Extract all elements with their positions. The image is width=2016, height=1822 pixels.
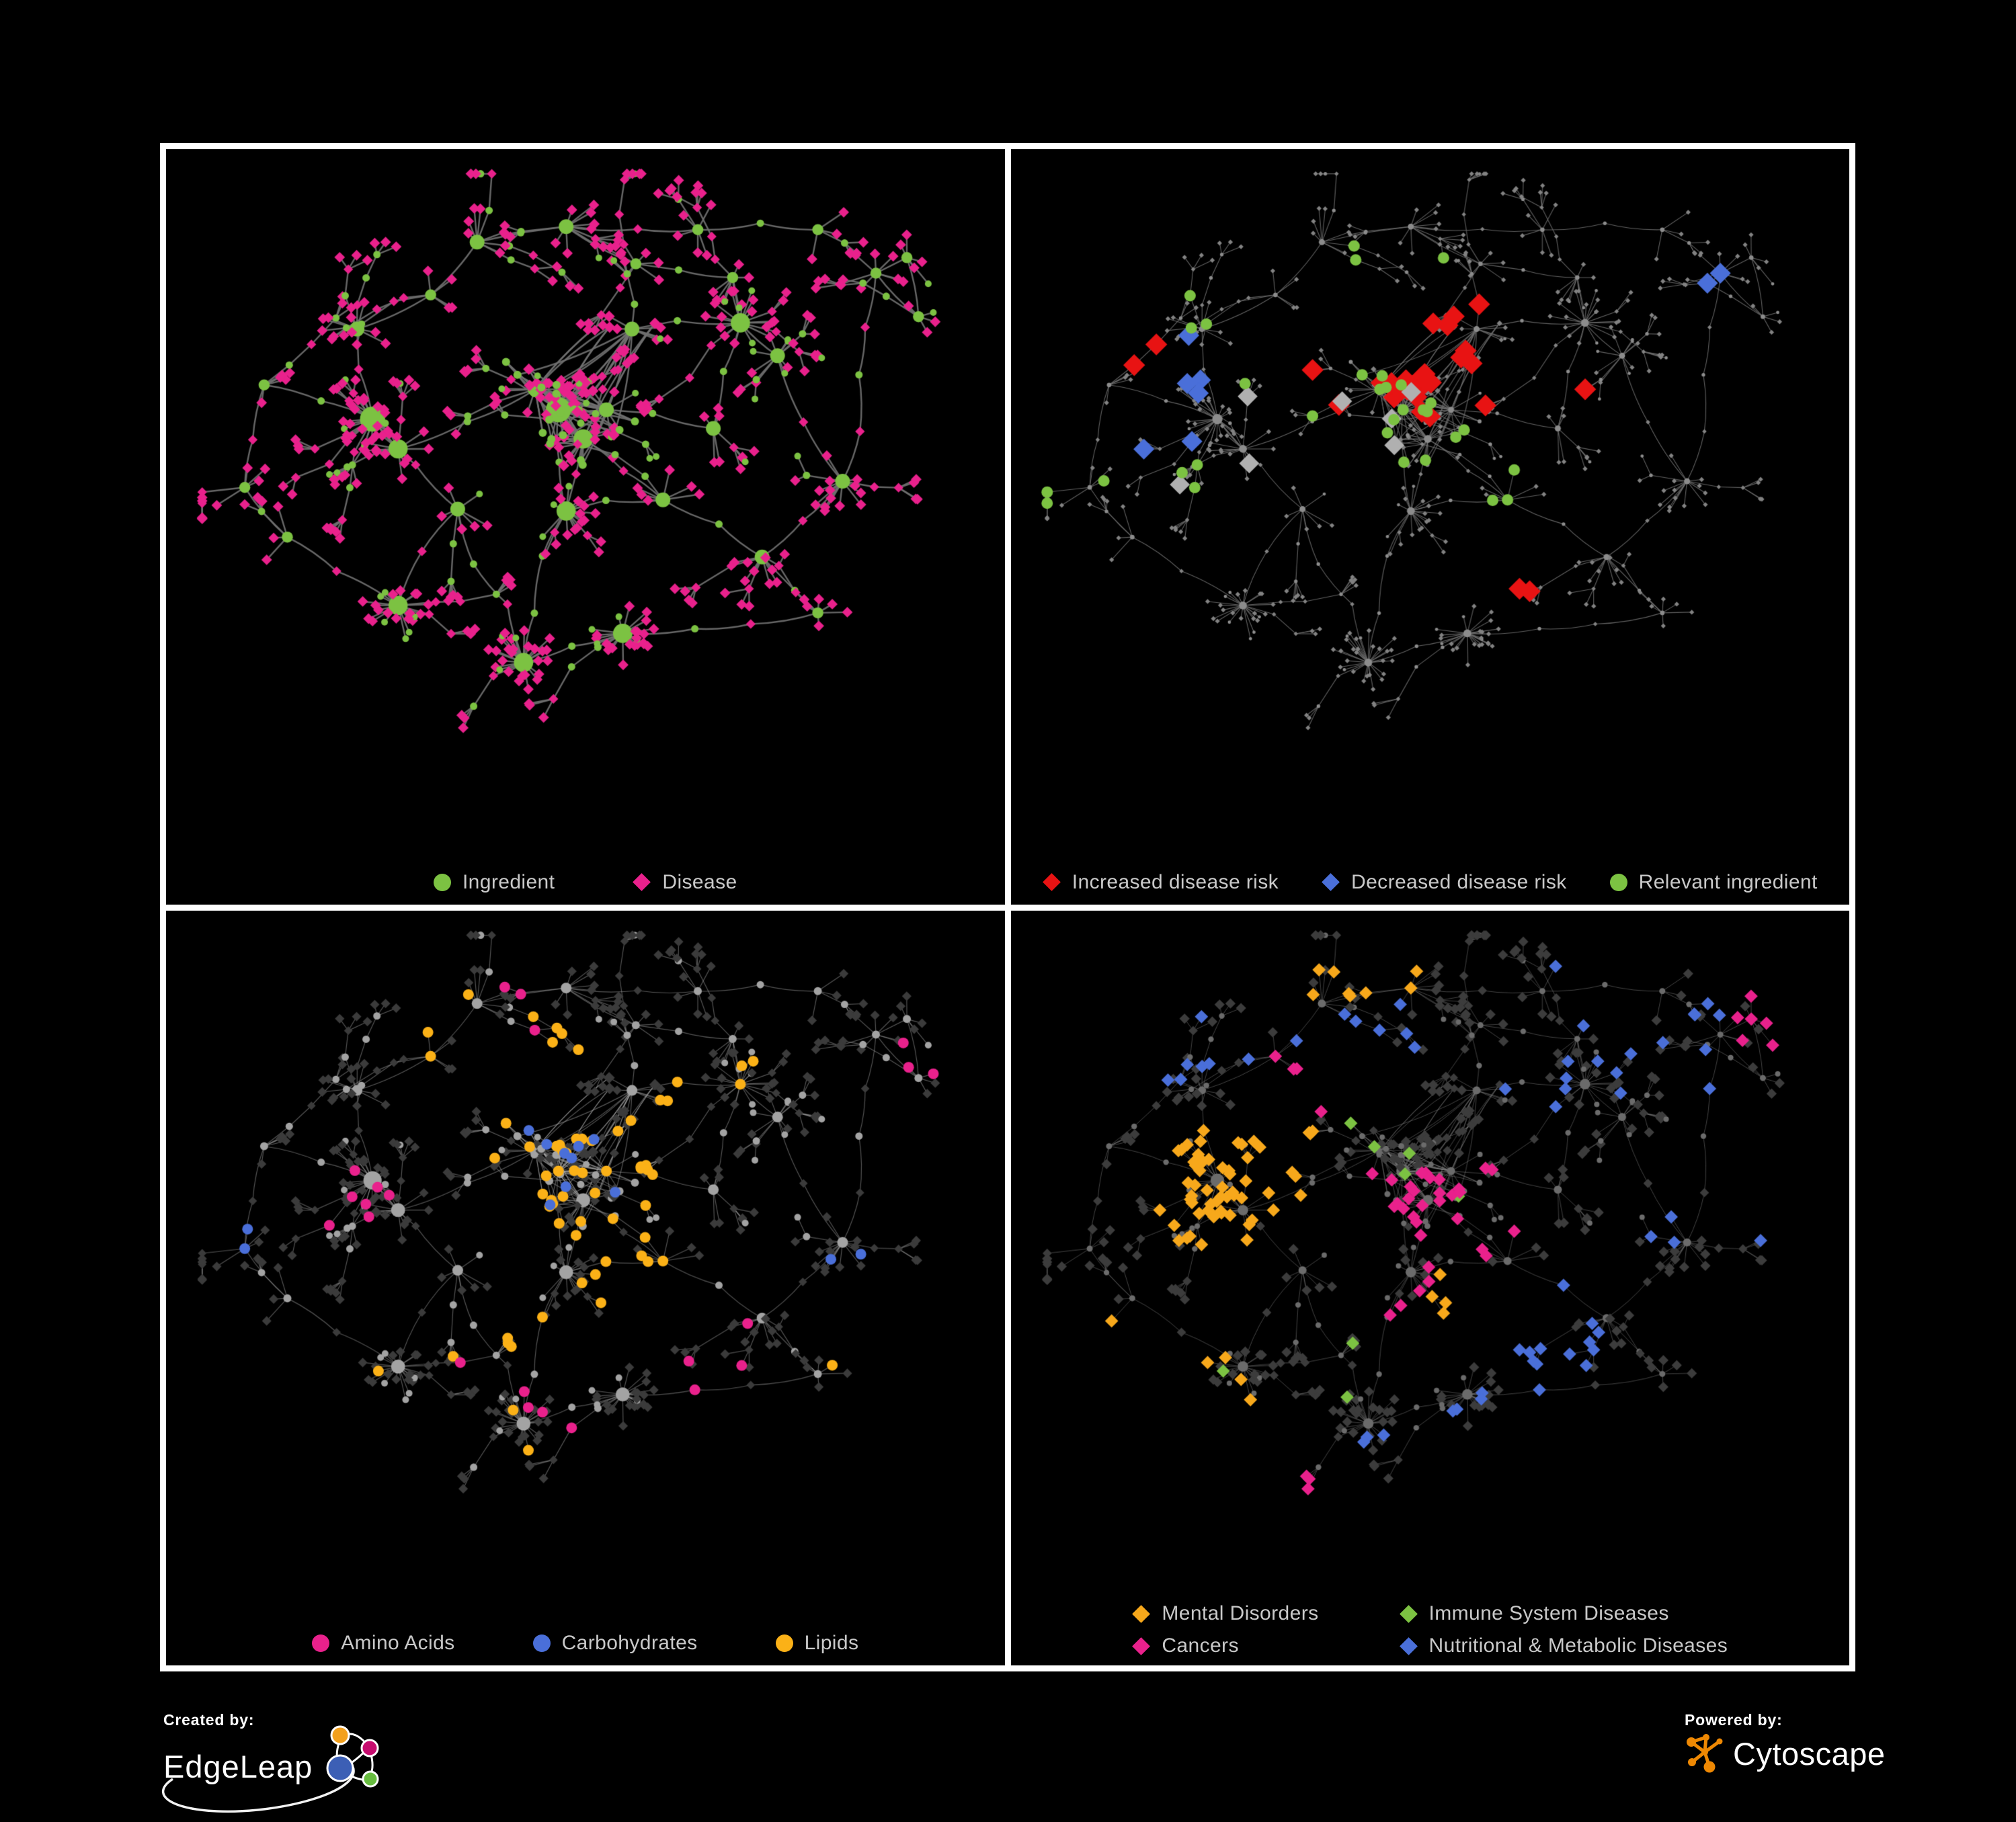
network-macronutrients-canvas <box>166 910 1005 1665</box>
legend-item: Disease <box>633 871 737 894</box>
powered-by-label: Powered by: <box>1685 1711 1783 1729</box>
panel-disease-classes: Mental Disorders Immune System Diseases Ca… <box>1010 910 1850 1665</box>
network-disease-classes-canvas <box>1010 910 1849 1665</box>
legend-diamond-marker <box>1132 1604 1151 1623</box>
legend-label: Decreased disease risk <box>1351 870 1567 893</box>
legend-diamond-marker <box>1322 873 1340 891</box>
cytoscape-logo-row: Cytoscape <box>1685 1732 1967 1775</box>
legend-label: Relevant ingredient <box>1638 870 1818 893</box>
legend-label: Immune System Diseases <box>1428 1602 1669 1624</box>
legend-label: Increased disease risk <box>1072 870 1279 893</box>
legend-item: Mental Disorders <box>1132 1602 1318 1625</box>
network-disease-risk-canvas <box>1010 149 1849 905</box>
edgeleap-logo-row: EdgeLeap <box>161 1725 446 1813</box>
legend-diamond-marker <box>1042 873 1061 891</box>
legend-circle-marker <box>433 873 451 891</box>
legend-item: Relevant ingredient <box>1609 870 1818 894</box>
legend-label: Disease <box>662 870 737 893</box>
legend-item: Decreased disease risk <box>1322 871 1567 894</box>
legend-item: Amino Acids <box>312 1632 454 1655</box>
legend-circle-marker <box>312 1634 330 1652</box>
legend-ingredient-disease: Ingredient Disease <box>166 871 1005 894</box>
legend-label: Carbohydrates <box>561 1632 698 1654</box>
edgeleap-wordmark: EdgeLeap <box>163 1748 313 1784</box>
legend-diamond-marker <box>633 873 651 891</box>
legend-label: Cancers <box>1162 1634 1239 1657</box>
legend-risk: Increased disease risk Decreased disease … <box>1011 871 1850 894</box>
legend-disease-classes: Mental Disorders Immune System Diseases Ca… <box>1011 1602 1850 1657</box>
cytoscape-credit: Powered by: Cytoscape <box>1685 1711 1967 1775</box>
edgeleap-credit: Created by: EdgeLeap <box>161 1711 446 1813</box>
network-ingredient-disease-canvas <box>166 149 1005 905</box>
legend-diamond-marker <box>1399 1637 1418 1655</box>
legend-label: Nutritional & Metabolic Diseases <box>1428 1634 1728 1657</box>
edgeleap-logo-icon <box>326 1725 379 1788</box>
panel-disease-risk: Increased disease risk Decreased disease … <box>1010 149 1850 905</box>
legend-item: Nutritional & Metabolic Diseases <box>1399 1634 1728 1657</box>
panel-macronutrients: Amino Acids Carbohydrates Lipids <box>166 910 1005 1665</box>
legend-circle-marker <box>532 1634 551 1652</box>
legend-label: Mental Disorders <box>1162 1602 1319 1624</box>
panel-ingredient-disease: Ingredient Disease <box>166 149 1005 905</box>
created-by-label: Created by: <box>163 1711 255 1729</box>
legend-item: Cancers <box>1132 1634 1318 1657</box>
cytoscape-wordmark: Cytoscape <box>1733 1735 1886 1772</box>
cytoscape-logo-icon <box>1687 1734 1723 1773</box>
legend-label: Amino Acids <box>341 1632 455 1654</box>
legend-diamond-marker <box>1399 1604 1418 1623</box>
legend-macros: Amino Acids Carbohydrates Lipids <box>166 1632 1005 1655</box>
legend-label: Lipids <box>804 1632 859 1654</box>
legend-item: Increased disease risk <box>1042 870 1279 894</box>
legend-circle-marker <box>775 1634 793 1652</box>
legend-label: Ingredient <box>462 870 555 893</box>
legend-circle-marker <box>1609 873 1627 891</box>
legend-item: Carbohydrates <box>532 1632 698 1655</box>
legend-item: Ingredient <box>433 870 555 894</box>
legend-item: Immune System Diseases <box>1399 1602 1728 1625</box>
legend-diamond-marker <box>1132 1637 1151 1655</box>
panel-grid: Ingredient Disease Increased disease risk… <box>160 143 1855 1671</box>
legend-item: Lipids <box>775 1632 859 1655</box>
